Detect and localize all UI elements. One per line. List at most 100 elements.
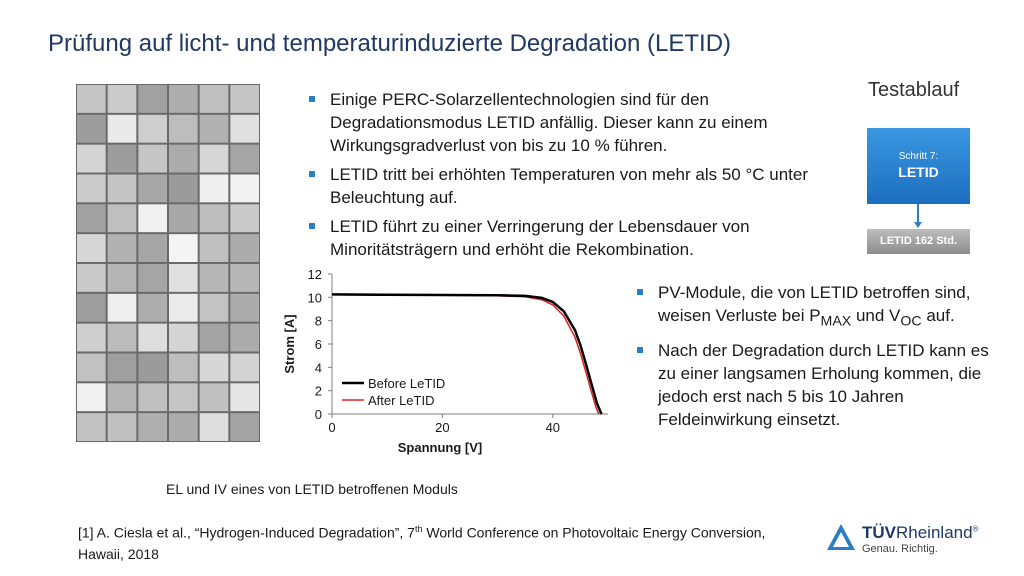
el-cell: [107, 174, 137, 203]
y-tick-label: 12: [308, 267, 322, 282]
el-cell: [77, 234, 106, 262]
el-cell: [199, 383, 229, 412]
el-cell: [138, 413, 167, 441]
el-cell: [107, 114, 137, 143]
y-tick-label: 10: [308, 290, 322, 305]
el-cell: [169, 144, 198, 173]
bullet-square-icon: [309, 171, 315, 177]
el-cell: [230, 264, 259, 292]
series-line-before: [331, 293, 603, 415]
el-cell: [77, 264, 106, 292]
bullet-list-top: Einige PERC-Solarzellentechnologien sind…: [306, 88, 826, 267]
el-cell: [138, 174, 167, 203]
test-sequence-title: Testablauf: [868, 79, 960, 101]
tuv-triangle-icon: [827, 524, 855, 550]
el-cell: [199, 85, 229, 113]
el-cell: [199, 293, 229, 322]
el-cell: [199, 413, 229, 441]
el-cell: [230, 144, 259, 173]
iv-chart-svg: 0 2 4 6 8 10 12 0 20 40 Spannung [V] Strom [A] Befor…: [282, 267, 608, 455]
step-label: Schritt 7:: [898, 151, 939, 162]
el-cell: [169, 383, 198, 412]
el-cell: [138, 204, 167, 233]
test-step-box: Schritt 7: LETID: [867, 128, 970, 204]
el-cell: [77, 174, 106, 203]
el-cell: [77, 293, 106, 322]
logo-slogan: Genau. Richtig.: [862, 543, 938, 555]
el-cell: [169, 264, 198, 292]
el-cell: [169, 234, 198, 262]
el-cell: [169, 114, 198, 143]
bullet-square-icon: [309, 223, 315, 229]
legend-label: After LeTID: [368, 393, 434, 408]
el-cell: [169, 293, 198, 322]
tuv-logo: TÜVRheinland® Genau. Richtig.: [826, 519, 996, 559]
el-cell: [230, 234, 259, 262]
el-cell: [107, 413, 137, 441]
el-cell: [230, 413, 259, 441]
el-cell: [169, 85, 198, 113]
el-cell: [199, 174, 229, 203]
el-cell: [199, 234, 229, 262]
test-result-box: LETID 162 Std.: [867, 229, 970, 254]
el-cell: [169, 174, 198, 203]
el-cell: [230, 293, 259, 322]
bullet-item: PV-Module, die von LETID betroffen sind,…: [634, 281, 1004, 333]
el-cell: [107, 323, 137, 352]
el-cell: [199, 114, 229, 143]
el-cell: [230, 323, 259, 352]
x-axis-label: Spannung [V]: [398, 440, 483, 455]
el-image-module: [76, 84, 260, 442]
arrow-down-icon: [914, 222, 922, 228]
el-cell: [230, 383, 259, 412]
x-tick-label: 40: [546, 420, 560, 435]
el-cell: [138, 293, 167, 322]
el-cell: [138, 353, 167, 382]
bullet-square-icon: [637, 347, 643, 354]
el-cell: [107, 234, 137, 262]
y-tick-label: 4: [315, 360, 322, 375]
el-cell: [230, 204, 259, 233]
el-cell: [138, 264, 167, 292]
y-tick-label: 0: [315, 407, 322, 422]
x-tick-label: 20: [435, 420, 449, 435]
el-cell: [107, 264, 137, 292]
y-tick-label: 6: [315, 337, 322, 352]
el-cell: [199, 144, 229, 173]
el-cell: [107, 144, 137, 173]
el-cell: [199, 264, 229, 292]
el-cell: [138, 85, 167, 113]
el-cell: [230, 174, 259, 203]
el-cell: [138, 234, 167, 262]
el-cell: [199, 204, 229, 233]
slide-title: Prüfung auf licht- und temperaturinduzie…: [48, 30, 732, 57]
bullet-item: Nach der Degradation durch LETID kann es…: [634, 339, 1004, 431]
el-cell: [138, 323, 167, 352]
el-cell: [230, 353, 259, 382]
el-cell: [230, 85, 259, 113]
step-name: LETID: [898, 164, 939, 180]
el-cell-grid: [76, 84, 260, 442]
bullet-item: LETID tritt bei erhöhten Temperaturen vo…: [306, 163, 826, 209]
el-cell: [107, 293, 137, 322]
el-cell: [77, 383, 106, 412]
el-cell: [77, 144, 106, 173]
el-cell: [230, 114, 259, 143]
el-cell: [138, 383, 167, 412]
bullet-square-icon: [309, 96, 315, 102]
el-cell: [138, 144, 167, 173]
el-cell: [199, 323, 229, 352]
el-cell: [138, 114, 167, 143]
el-cell: [107, 383, 137, 412]
el-cell: [77, 323, 106, 352]
bullet-list-right: PV-Module, die von LETID betroffen sind,…: [634, 281, 1004, 437]
el-cell: [107, 353, 137, 382]
el-cell: [169, 323, 198, 352]
y-tick-label: 2: [315, 384, 322, 399]
bullet-item: Einige PERC-Solarzellentechnologien sind…: [306, 88, 826, 157]
figure-caption: EL und IV eines von LETID betroffenen Mo…: [166, 481, 458, 497]
el-cell: [77, 85, 106, 113]
logo-wordmark: TÜVRheinland®: [862, 523, 979, 542]
el-cell: [77, 114, 106, 143]
el-cell: [77, 353, 106, 382]
